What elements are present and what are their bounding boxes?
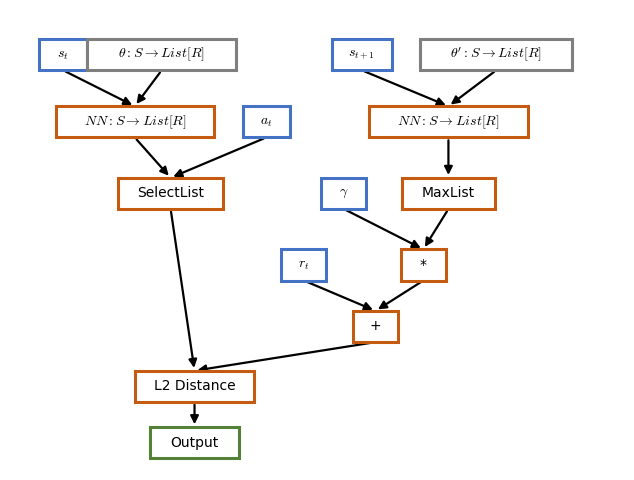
- FancyBboxPatch shape: [281, 249, 327, 280]
- FancyBboxPatch shape: [119, 178, 223, 209]
- FancyBboxPatch shape: [353, 311, 398, 342]
- FancyBboxPatch shape: [150, 427, 239, 458]
- Text: $\gamma$: $\gamma$: [339, 186, 349, 200]
- Text: $\theta: S \to List[R]$: $\theta: S \to List[R]$: [119, 46, 205, 63]
- Text: L2 Distance: L2 Distance: [153, 379, 235, 393]
- FancyBboxPatch shape: [332, 39, 392, 70]
- FancyBboxPatch shape: [401, 249, 446, 280]
- Text: $a_t$: $a_t$: [260, 115, 273, 129]
- Text: Output: Output: [171, 436, 219, 450]
- FancyBboxPatch shape: [87, 39, 236, 70]
- Text: MaxList: MaxList: [422, 186, 475, 200]
- Text: $s_{t+1}$: $s_{t+1}$: [348, 48, 375, 61]
- FancyBboxPatch shape: [321, 178, 366, 209]
- Text: +: +: [370, 320, 382, 334]
- Text: $s_t$: $s_t$: [57, 48, 69, 61]
- FancyBboxPatch shape: [420, 39, 573, 70]
- FancyBboxPatch shape: [243, 106, 290, 137]
- Text: $\theta': S \to List[R]$: $\theta': S \to List[R]$: [450, 46, 542, 64]
- Text: $NN: S \to List[R]$: $NN: S \to List[R]$: [84, 113, 186, 131]
- Text: $r_t$: $r_t$: [298, 258, 309, 272]
- FancyBboxPatch shape: [135, 371, 254, 402]
- Text: $NN: S \to List[R]$: $NN: S \to List[R]$: [397, 113, 500, 131]
- Text: *: *: [420, 258, 427, 272]
- FancyBboxPatch shape: [402, 178, 495, 209]
- FancyBboxPatch shape: [56, 106, 214, 137]
- FancyBboxPatch shape: [369, 106, 527, 137]
- FancyBboxPatch shape: [39, 39, 87, 70]
- Text: SelectList: SelectList: [137, 186, 204, 200]
